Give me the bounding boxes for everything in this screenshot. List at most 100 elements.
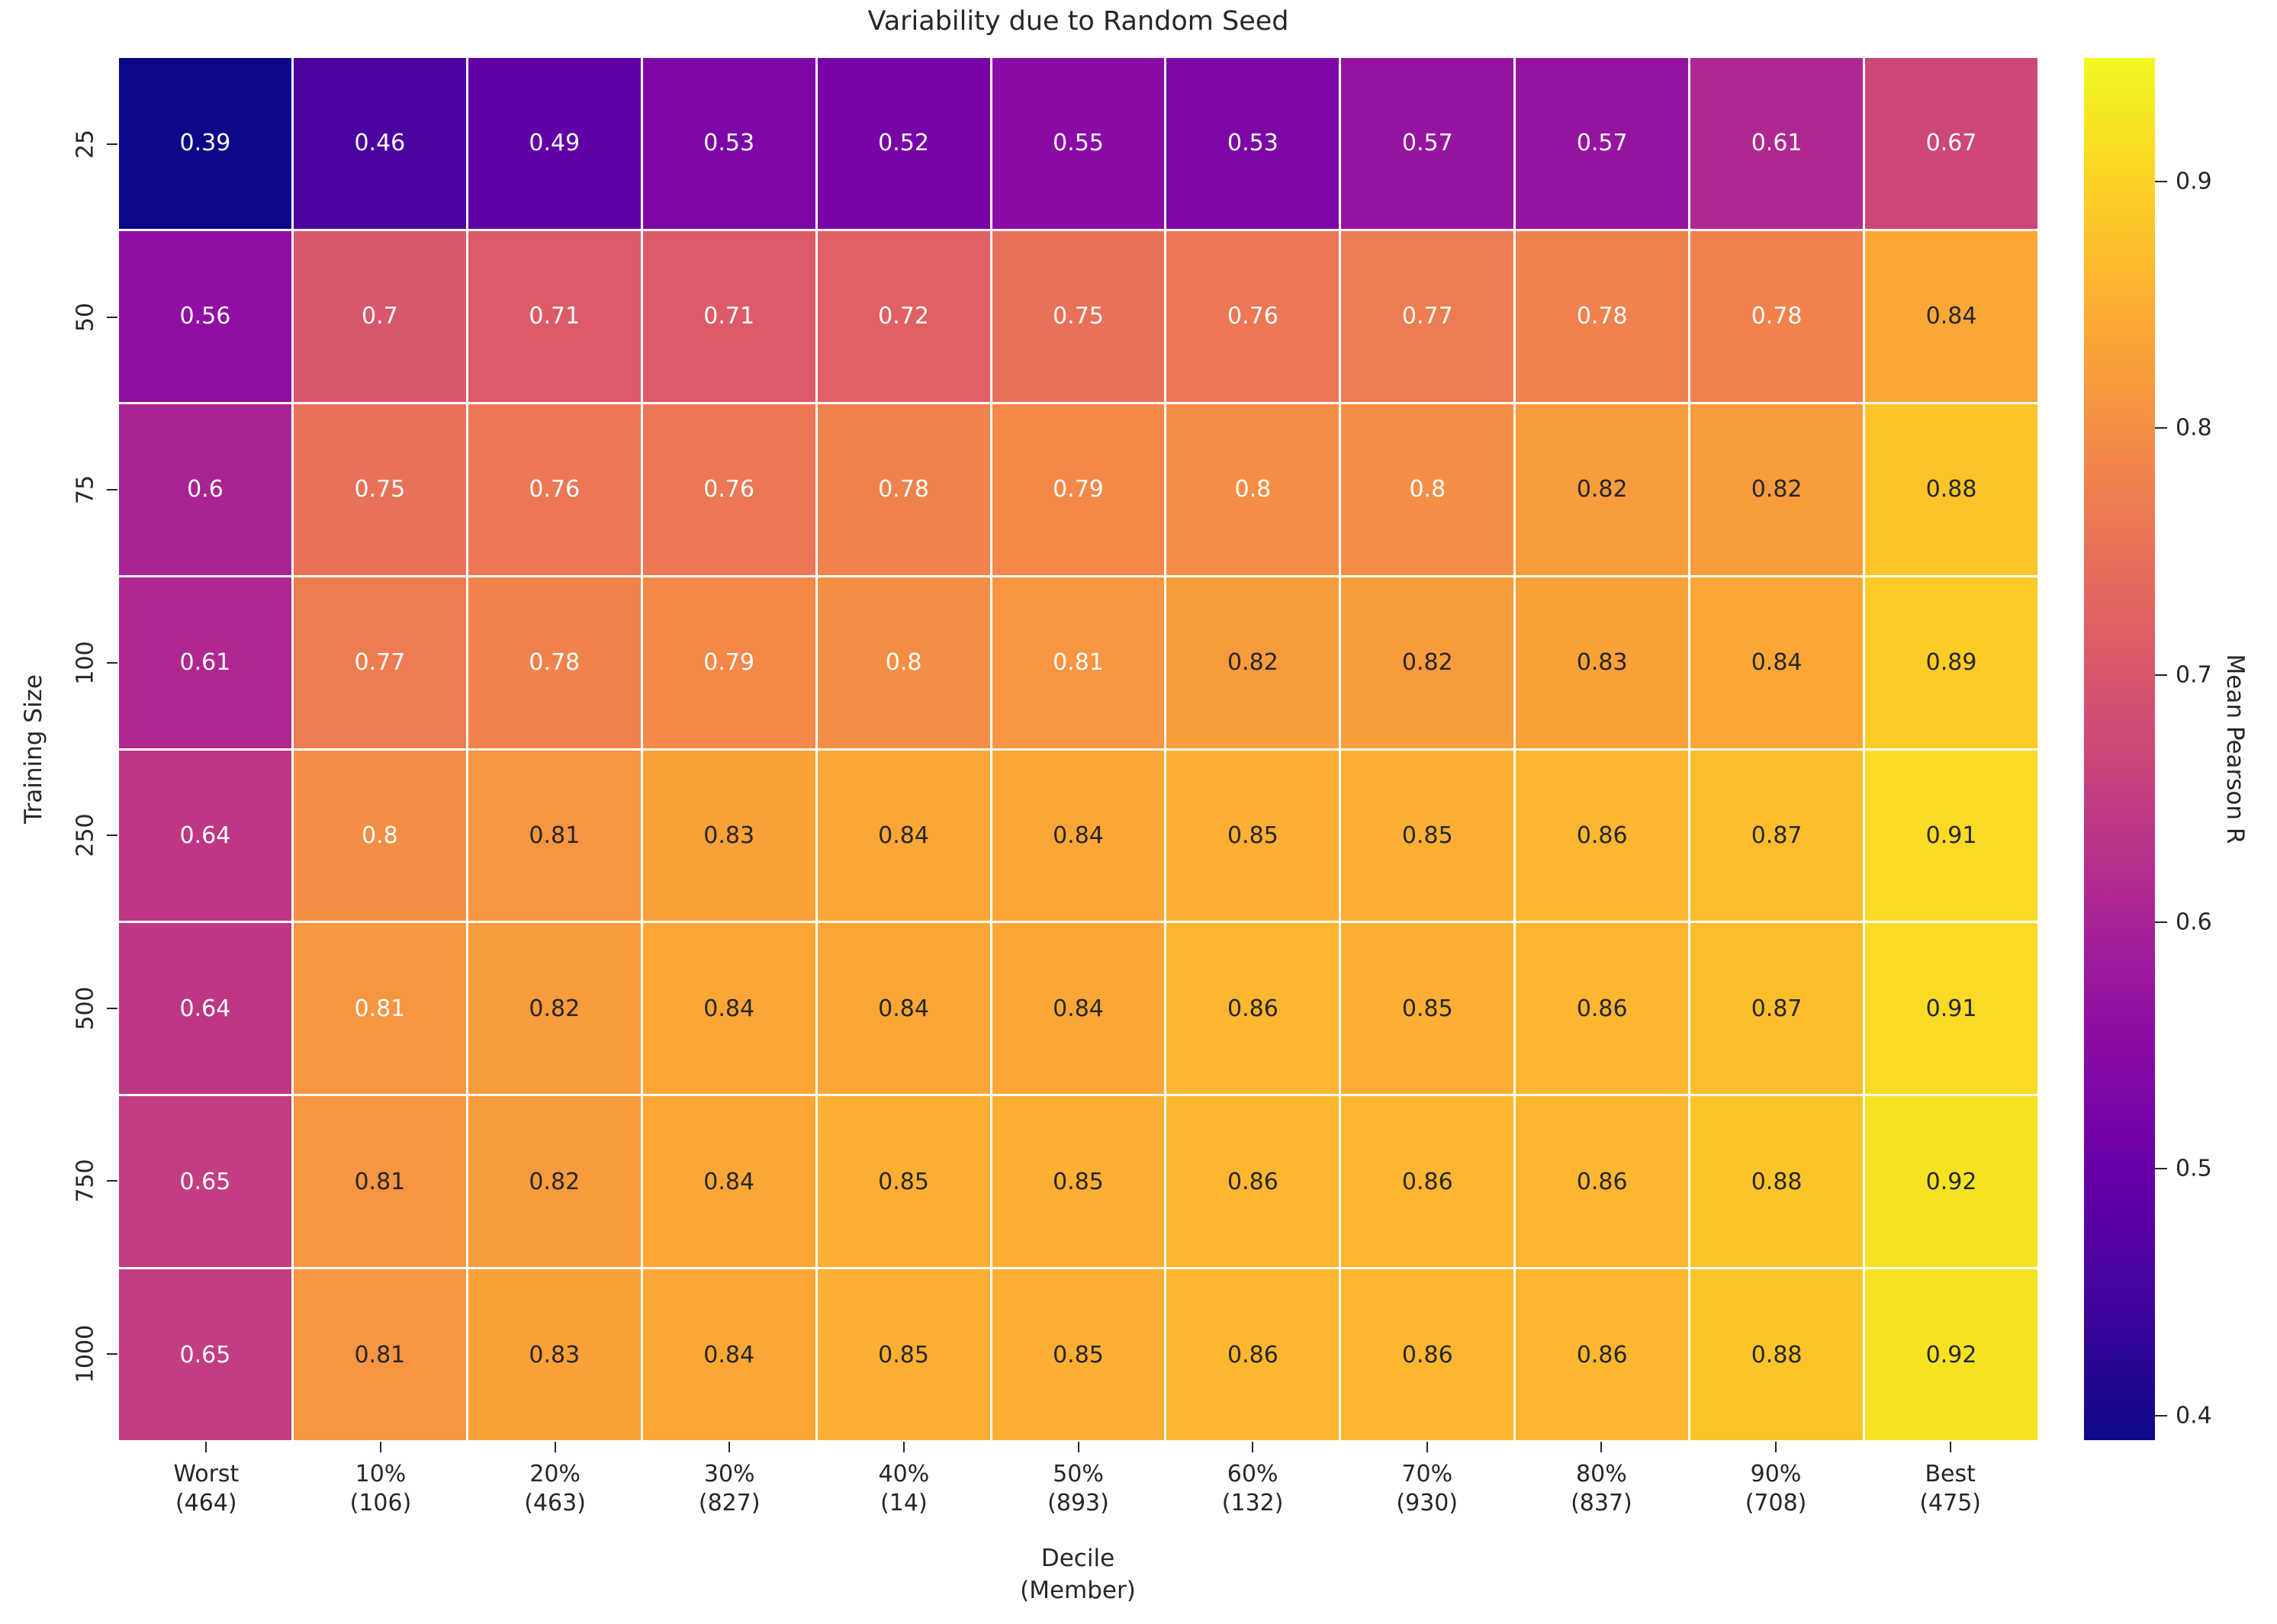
heatmap-cell: 0.78: [468, 577, 641, 748]
cell-value: 0.8: [885, 649, 922, 677]
tick-mark: [554, 1442, 556, 1452]
heatmap-cell: 0.85: [992, 1269, 1165, 1440]
cell-value: 0.84: [1053, 995, 1104, 1022]
y-tick-label: 25: [72, 130, 99, 159]
cell-value: 0.84: [703, 1168, 755, 1195]
heatmap-cell: 0.82: [1516, 404, 1689, 575]
heatmap-cell: 0.75: [992, 230, 1165, 402]
cell-value: 0.86: [1401, 1341, 1453, 1368]
heatmap-cell: 0.83: [642, 750, 815, 921]
heatmap-cell: 0.85: [817, 1096, 990, 1268]
heatmap-cell: 0.84: [1690, 577, 1864, 748]
cell-value: 0.88: [1751, 1168, 1803, 1195]
cell-value: 0.81: [529, 822, 581, 849]
y-tick-label: 250: [72, 813, 99, 857]
cell-value: 0.92: [1925, 1168, 1977, 1195]
heatmap-cell: 0.82: [1690, 404, 1864, 575]
cell-value: 0.78: [878, 476, 929, 503]
cell-value: 0.86: [1576, 995, 1628, 1022]
heatmap-cell: 0.87: [1690, 923, 1864, 1095]
tick-mark: [107, 661, 117, 664]
cell-value: 0.76: [529, 476, 581, 503]
cell-value: 0.84: [878, 995, 929, 1022]
tick-mark: [2155, 921, 2167, 923]
heatmap-cell: 0.85: [1166, 750, 1340, 921]
cell-value: 0.87: [1751, 822, 1803, 849]
heatmap-cell: 0.8: [293, 750, 466, 921]
heatmap-cell: 0.85: [1341, 750, 1514, 921]
heatmap-cell: 0.8: [1166, 404, 1340, 575]
cell-value: 0.67: [1925, 130, 1977, 157]
heatmap-cell: 0.81: [293, 923, 466, 1095]
cell-value: 0.86: [1227, 1341, 1278, 1368]
colorbar-tick-label: 0.4: [2176, 1402, 2212, 1429]
y-tick-label: 500: [72, 986, 99, 1031]
cell-value: 0.61: [1751, 130, 1803, 157]
heatmap-cell: 0.85: [1341, 923, 1514, 1095]
heatmap-cell: 0.61: [119, 577, 291, 748]
heatmap-cell: 0.86: [1341, 1096, 1514, 1268]
tick-mark: [1600, 1442, 1603, 1452]
cell-value: 0.76: [1227, 303, 1278, 330]
heatmap-cell: 0.82: [468, 923, 641, 1095]
chart-title: Variability due to Random Seed: [867, 6, 1289, 37]
cell-value: 0.85: [1401, 995, 1453, 1022]
y-tick-label: 1000: [72, 1324, 99, 1383]
cell-value: 0.56: [179, 303, 231, 330]
cell-value: 0.79: [703, 649, 755, 677]
heatmap-cell: 0.46: [293, 58, 466, 229]
cell-value: 0.84: [703, 995, 755, 1022]
cell-value: 0.84: [703, 1341, 755, 1368]
cell-value: 0.81: [354, 1168, 406, 1195]
heatmap-cell: 0.91: [1865, 923, 2037, 1095]
cell-value: 0.82: [1401, 649, 1453, 677]
heatmap-cell: 0.84: [992, 923, 1165, 1095]
heatmap-cell: 0.77: [1341, 230, 1514, 402]
cell-value: 0.71: [529, 303, 581, 330]
cell-value: 0.78: [1751, 303, 1803, 330]
cell-value: 0.71: [703, 303, 755, 330]
cell-value: 0.81: [1053, 649, 1104, 677]
heatmap-cell: 0.6: [119, 404, 291, 575]
cell-value: 0.76: [703, 476, 755, 503]
tick-mark: [107, 316, 117, 318]
x-tick-label: 10% (106): [349, 1461, 412, 1516]
cell-value: 0.86: [1576, 1168, 1628, 1195]
cell-value: 0.82: [1227, 649, 1278, 677]
heatmap-cell: 0.49: [468, 58, 641, 229]
y-axis-label: Training Size: [20, 674, 47, 824]
cell-value: 0.77: [1401, 303, 1453, 330]
heatmap-cell: 0.81: [992, 577, 1165, 748]
tick-mark: [107, 143, 117, 146]
tick-mark: [2155, 674, 2167, 676]
heatmap-cell: 0.81: [293, 1269, 466, 1440]
cell-value: 0.82: [1576, 476, 1628, 503]
heatmap-cell: 0.88: [1690, 1269, 1864, 1440]
heatmap-cell: 0.79: [992, 404, 1165, 575]
cell-value: 0.91: [1925, 995, 1977, 1022]
colorbar-tick-label: 0.9: [2176, 168, 2212, 195]
tick-mark: [2155, 180, 2167, 182]
cell-value: 0.81: [354, 995, 406, 1022]
cell-value: 0.85: [1227, 822, 1278, 849]
cell-value: 0.64: [179, 995, 231, 1022]
heatmap-cell: 0.92: [1865, 1269, 2037, 1440]
cell-value: 0.57: [1576, 130, 1628, 157]
cell-value: 0.83: [1576, 649, 1628, 677]
colorbar-label: Mean Pearson R: [2221, 654, 2249, 844]
tick-mark: [1426, 1442, 1428, 1452]
cell-value: 0.87: [1751, 995, 1803, 1022]
cell-value: 0.85: [878, 1341, 929, 1368]
heatmap-cell: 0.83: [1516, 577, 1689, 748]
cell-value: 0.84: [1751, 649, 1803, 677]
heatmap-cell: 0.61: [1690, 58, 1864, 229]
heatmap-cell: 0.86: [1166, 923, 1340, 1095]
y-tick-label: 50: [72, 302, 99, 332]
cell-value: 0.53: [703, 130, 755, 157]
cell-value: 0.85: [1053, 1168, 1104, 1195]
heatmap-cell: 0.64: [119, 750, 291, 921]
cell-value: 0.85: [1401, 822, 1453, 849]
cell-value: 0.55: [1053, 130, 1104, 157]
heatmap-grid: 0.39 0.46 0.49 0.53 0.52 0.55 0.53 0.57 0.57 0.61…: [119, 58, 2037, 1440]
heatmap-cell: 0.7: [293, 230, 466, 402]
